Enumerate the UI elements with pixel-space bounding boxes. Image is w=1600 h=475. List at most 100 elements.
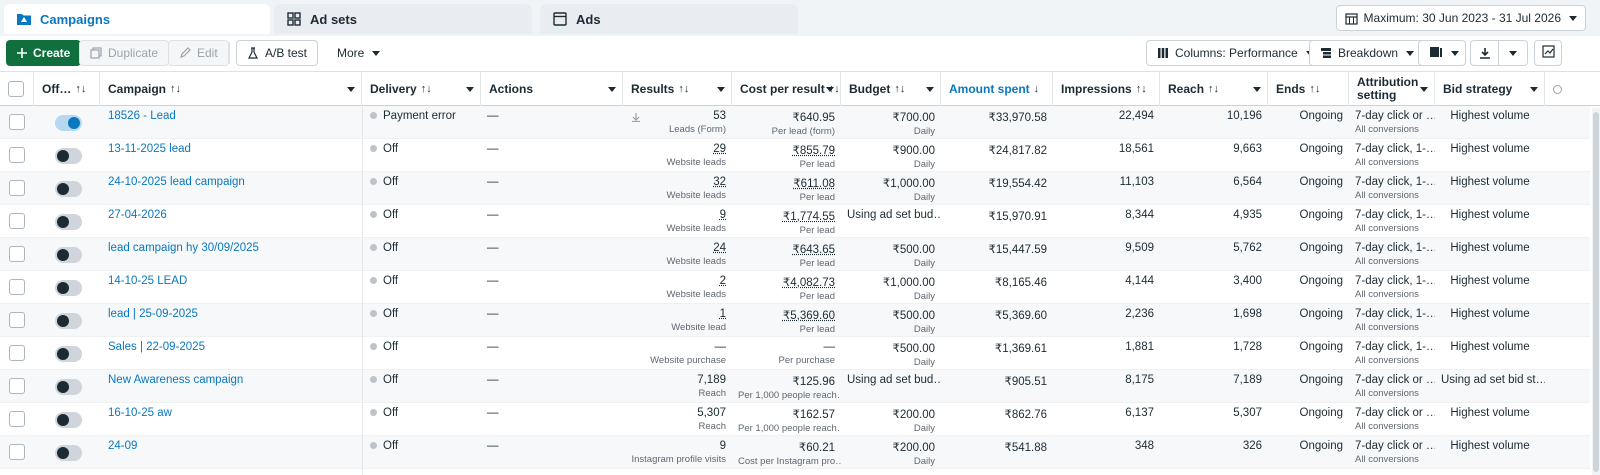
campaign-name-link[interactable]: New Awareness campaign [108, 374, 244, 386]
header-amount-spent[interactable]: Amount spent ↓ [941, 72, 1053, 106]
row-checkbox[interactable] [9, 444, 25, 460]
row-checkbox[interactable] [9, 213, 25, 229]
table-row[interactable]: 24-09 Off — 9 Instagram profile visits ₹60.21… [0, 436, 1590, 469]
chevron-down-icon [926, 87, 934, 92]
table-row[interactable]: 16-10-25 aw Off — 5,307 Reach ₹162.57 Per 1,00… [0, 403, 1590, 436]
header-bid-strategy[interactable]: Bid strategy [1435, 72, 1545, 106]
download-icon[interactable] [632, 111, 640, 125]
charts-button[interactable] [1534, 40, 1562, 66]
row-checkbox[interactable] [9, 312, 25, 328]
header-results[interactable]: Results ↑↓ [623, 72, 732, 106]
campaign-name-link[interactable]: 14-10-25 LEAD [108, 275, 188, 287]
on-off-toggle[interactable] [55, 115, 82, 131]
campaign-name-link[interactable]: 24-09 [108, 440, 138, 452]
tab-ads[interactable]: Ads [540, 4, 798, 34]
ab-test-button[interactable]: A/B test [236, 40, 319, 66]
on-off-toggle[interactable] [55, 379, 82, 395]
vertical-scrollbar[interactable] [1592, 108, 1600, 475]
row-checkbox[interactable] [9, 180, 25, 196]
on-off-toggle[interactable] [55, 280, 82, 296]
on-off-toggle[interactable] [55, 445, 82, 461]
table-row[interactable]: lead | 25-09-2025 Off — 1 Website lead ₹5,369… [0, 304, 1590, 337]
table-row[interactable]: 14-10-25 LEAD Off — 2 Website leads ₹4,082.73… [0, 271, 1590, 304]
row-checkbox[interactable] [9, 378, 25, 394]
campaign-name-link[interactable]: Sales | 22-09-2025 [108, 341, 205, 353]
campaign-name-link[interactable]: 24-10-2025 lead campaign [108, 176, 245, 188]
table-row[interactable]: Sales | 22-09-2025 Off — — Website purchase —… [0, 337, 1590, 370]
budget-subtext: Daily [913, 126, 935, 137]
table-row[interactable]: lead campaign hy 30/09/2025 Off — 24 Website… [0, 238, 1590, 271]
header-delivery[interactable]: Delivery ↑↓ [362, 72, 481, 106]
cost-cell: ₹4,082.73 Per lead [732, 271, 841, 304]
reports-button[interactable] [1418, 40, 1466, 66]
export-button[interactable] [1470, 40, 1528, 66]
actions-cell: — [487, 308, 499, 320]
sort-icon: ↑↓ [894, 83, 906, 95]
on-off-toggle[interactable] [55, 214, 82, 230]
table-row[interactable]: New Awareness campaign Off — 7,189 Reach ₹125… [0, 370, 1590, 403]
scrollbar-thumb[interactable] [1593, 112, 1599, 472]
header-attribution-setting[interactable]: Attribution setting [1349, 72, 1435, 106]
cost-cell: ₹643.65 Per lead [732, 238, 841, 271]
edit-button[interactable]: Edit [168, 40, 229, 66]
attr-subtext: All conversions [1355, 454, 1419, 465]
row-checkbox[interactable] [9, 411, 25, 427]
breakdown-button[interactable]: Breakdown [1309, 40, 1426, 66]
campaign-name-link[interactable]: lead | 25-09-2025 [108, 308, 198, 320]
attr-cell: 7-day click, 1-… All conversions [1349, 205, 1435, 238]
tab-label: Ads [576, 11, 601, 27]
campaign-name-link[interactable]: 27-04-2026 [108, 209, 167, 221]
create-button[interactable]: Create [6, 40, 82, 66]
spent-cell: ₹5,369.60 [941, 304, 1053, 337]
cost-subtext: Per 1,000 people reach… [738, 390, 841, 401]
reach-value: 7,189 [1233, 374, 1262, 386]
header-actions[interactable]: Actions [481, 72, 623, 106]
row-checkbox[interactable] [9, 279, 25, 295]
on-off-toggle[interactable] [55, 181, 82, 197]
table-row[interactable]: 13-11-2025 lead Off — 29 Website leads ₹855.7… [0, 139, 1590, 172]
header-campaign[interactable]: Campaign ↑↓ [100, 72, 362, 106]
chevron-down-icon [466, 87, 474, 92]
table-row[interactable]: 18526 - Lead Payment error — 53 Leads (Form)… [0, 106, 1590, 139]
columns-button[interactable]: Columns: Performance [1146, 40, 1325, 66]
tab-ad-sets[interactable]: Ad sets [274, 4, 532, 34]
date-range-picker[interactable]: Maximum: 30 Jun 2023 - 31 Jul 2026 [1335, 5, 1586, 31]
row-checkbox[interactable] [9, 345, 25, 361]
row-checkbox[interactable] [9, 114, 25, 130]
row-checkbox[interactable] [9, 147, 25, 163]
header-label: Reach [1168, 82, 1205, 96]
table-row[interactable]: 24-10-2025 lead campaign Off — 32 Website le… [0, 172, 1590, 205]
header-impressions[interactable]: Impressions ↑↓ [1053, 72, 1160, 106]
on-off-toggle[interactable] [55, 313, 82, 329]
on-off-toggle[interactable] [55, 412, 82, 428]
export-dropdown[interactable] [1499, 50, 1527, 56]
ends-value: Ongoing [1299, 308, 1343, 320]
tab-campaigns[interactable]: Campaigns [4, 4, 270, 34]
row-checkbox[interactable] [9, 246, 25, 262]
campaign-name-link[interactable]: 16-10-25 aw [108, 407, 172, 419]
download-icon[interactable] [1471, 41, 1500, 65]
more-button[interactable]: More [326, 40, 392, 66]
chevron-down-icon [1451, 50, 1459, 56]
header-budget[interactable]: Budget ↑↓ [841, 72, 941, 106]
header-reach[interactable]: Reach ↑↓ [1160, 72, 1268, 106]
campaign-name-link[interactable]: 13-11-2025 lead [108, 143, 191, 155]
header-ends[interactable]: Ends ↑↓ [1268, 72, 1349, 106]
select-all-checkbox[interactable] [8, 81, 24, 97]
on-off-toggle[interactable] [55, 346, 82, 362]
add-column-button[interactable] [1545, 72, 1565, 106]
campaign-name-link[interactable]: 18526 - Lead [108, 110, 176, 122]
spent-cell: ₹15,447.59 [941, 238, 1053, 271]
ends-value: Ongoing [1299, 143, 1343, 155]
table-row[interactable]: 27-04-2026 Off — 9 Website leads ₹1,774.55 Per… [0, 205, 1590, 238]
campaign-name-link[interactable]: lead campaign hy 30/09/2025 [108, 242, 259, 254]
header-off-on[interactable]: Off… ↑↓ [34, 72, 100, 106]
delivery-label: Off [383, 143, 399, 155]
header-cost-per-result[interactable]: Cost per result ↑↓ [732, 72, 841, 106]
duplicate-button[interactable]: Duplicate [79, 40, 170, 66]
cost-value: ₹643.65 [792, 244, 836, 256]
on-off-toggle[interactable] [55, 148, 82, 164]
on-off-toggle[interactable] [55, 247, 82, 263]
breakdown-icon [1320, 47, 1332, 59]
results-subtext: Instagram profile visits [631, 454, 726, 465]
